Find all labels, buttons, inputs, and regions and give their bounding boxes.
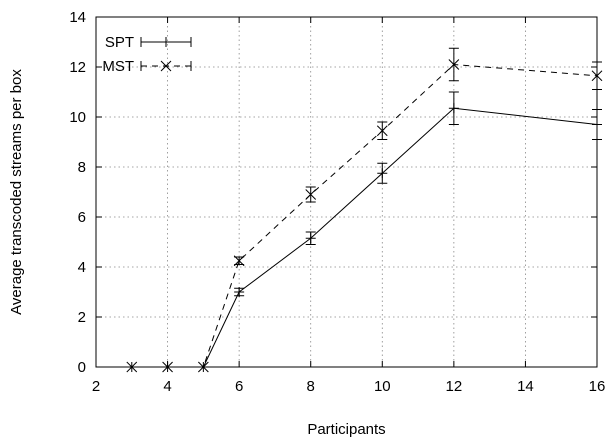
x-tick-label: 10 (374, 378, 391, 395)
x-tick-label: 2 (92, 378, 100, 395)
legend-item-spt: SPT (105, 34, 191, 51)
x-tick-label: 4 (163, 378, 171, 395)
x-tick-label: 6 (235, 378, 243, 395)
y-tick-label: 2 (78, 309, 86, 326)
x-axis-title: Participants (307, 421, 385, 438)
series-group (127, 48, 602, 372)
legend-label: MST (102, 58, 134, 75)
x-tick-label: 12 (446, 378, 463, 395)
x-tick-label: 8 (307, 378, 315, 395)
series-line-mst (132, 65, 597, 368)
y-axis-title: Average transcoded streams per box (8, 69, 25, 315)
legend-item-mst: MST (102, 58, 191, 75)
y-tick-label: 12 (69, 59, 86, 76)
legend-label: SPT (105, 34, 134, 51)
x-tick-label: 16 (589, 378, 606, 395)
legend: SPT MST (102, 34, 191, 75)
y-tick-label: 14 (69, 9, 86, 26)
y-tick-label: 4 (78, 259, 86, 276)
series-spt (127, 92, 602, 372)
x-tick-label: 14 (517, 378, 534, 395)
y-tick-label: 8 (78, 159, 86, 176)
y-tick-label: 6 (78, 209, 86, 226)
y-tick-label: 0 (78, 359, 86, 376)
series-mst (127, 48, 602, 372)
y-tick-label: 10 (69, 109, 86, 126)
